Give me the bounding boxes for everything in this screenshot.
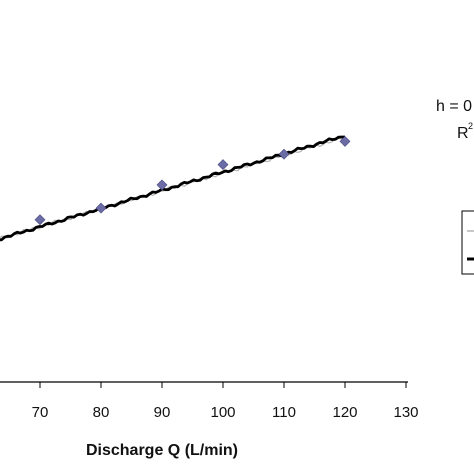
marker-layer bbox=[34, 135, 351, 226]
x-tick-label: 130 bbox=[393, 404, 418, 421]
equation-label: h = 0 bbox=[436, 98, 472, 115]
x-tick-label: 90 bbox=[154, 404, 171, 421]
x-axis-title: Discharge Q (L/min) bbox=[86, 442, 238, 459]
x-tick-label: 70 bbox=[32, 404, 49, 421]
trend-line bbox=[0, 136, 346, 239]
x-tick-label: 110 bbox=[272, 404, 296, 421]
r-squared-superscript: 2 bbox=[468, 121, 473, 131]
x-tick-label: 80 bbox=[93, 404, 110, 421]
x-tick-label: 100 bbox=[210, 404, 235, 421]
data-point bbox=[156, 179, 168, 191]
x-tick-label: 120 bbox=[332, 404, 357, 421]
fit-line bbox=[0, 135, 345, 242]
plot-area bbox=[0, 135, 351, 242]
trend-line-layer bbox=[0, 136, 346, 239]
fit-line-layer bbox=[0, 135, 345, 242]
data-point bbox=[278, 148, 290, 160]
x-axis-ticks: 70 80 90 100 110 120 130 bbox=[32, 382, 419, 421]
r-squared-label: R bbox=[457, 125, 469, 142]
data-point bbox=[34, 214, 46, 226]
legend-box bbox=[461, 210, 474, 275]
data-point bbox=[217, 159, 229, 171]
data-point bbox=[339, 135, 351, 147]
legend bbox=[461, 210, 474, 275]
data-point bbox=[95, 202, 107, 214]
